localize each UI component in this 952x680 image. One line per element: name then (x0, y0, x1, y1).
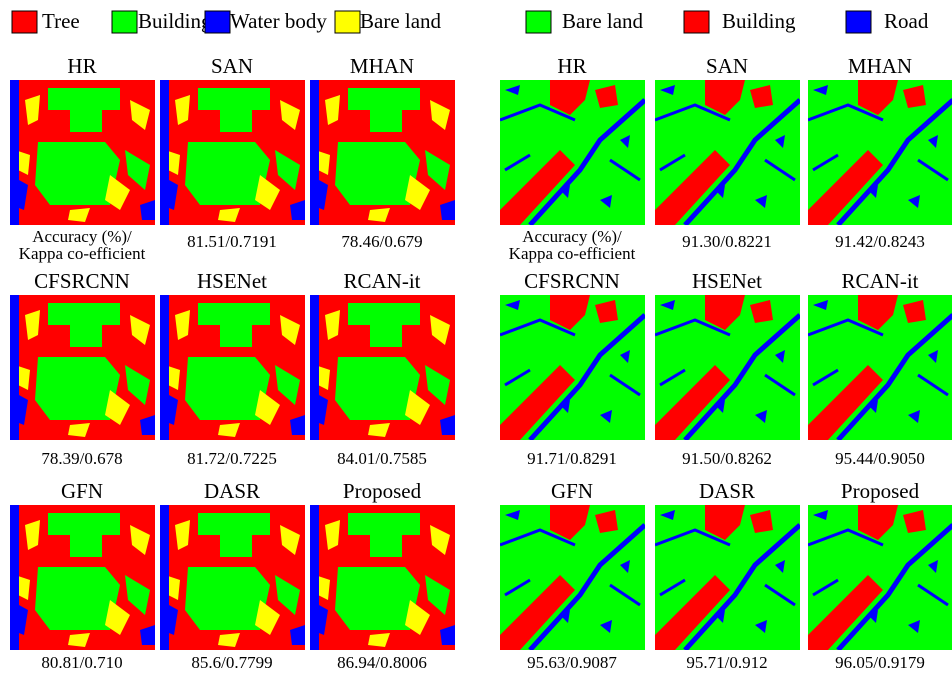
legend-swatch (526, 11, 551, 33)
classification-map (655, 80, 800, 225)
classification-map (808, 295, 952, 440)
map-region (310, 295, 319, 440)
legend-swatch (12, 11, 37, 33)
legend-swatch (684, 11, 709, 33)
panel-title: GFN (61, 479, 103, 503)
panel-caption: 91.71/0.8291 (527, 449, 617, 468)
panel-caption: 91.50/0.8262 (682, 449, 772, 468)
legend-label: Road (884, 9, 929, 33)
panel-title: SAN (706, 54, 748, 78)
legend-label: Water body (230, 9, 327, 33)
panel-caption: 96.05/0.9179 (835, 653, 925, 672)
panel-caption: Kappa co-efficient (19, 244, 146, 263)
classification-map (655, 505, 800, 650)
panel-caption: Kappa co-efficient (509, 244, 636, 263)
panel-caption: 95.44/0.9050 (835, 449, 925, 468)
panel-title: HSENet (692, 269, 762, 293)
panel-caption: 81.72/0.7225 (187, 449, 277, 468)
classification-map (310, 505, 455, 650)
legend-swatch (335, 11, 360, 33)
map-region (10, 295, 19, 440)
panel-caption: 91.30/0.8221 (682, 232, 772, 251)
classification-map (500, 505, 645, 650)
panel-title: GFN (551, 479, 593, 503)
panel-title: DASR (699, 479, 755, 503)
figure: Tree Building Water body Bare land Bare land… (0, 0, 952, 680)
map-region (310, 505, 319, 650)
panel-caption: 86.94/0.8006 (337, 653, 427, 672)
panel-title: HSENet (197, 269, 267, 293)
map-region (160, 505, 169, 650)
panel-caption: 81.51/0.7191 (187, 232, 277, 251)
panel-caption: 84.01/0.7585 (337, 449, 427, 468)
classification-map (10, 505, 155, 650)
classification-map (160, 80, 305, 225)
legend-label: Bare land (562, 9, 644, 33)
map-region (10, 505, 19, 650)
panel-caption: 91.42/0.8243 (835, 232, 925, 251)
legend-swatch (205, 11, 230, 33)
classification-map (310, 295, 455, 440)
panel-title: RCAN-it (343, 269, 420, 293)
map-region (10, 80, 19, 225)
panel-title: Proposed (343, 479, 422, 503)
panel-title: CFSRCNN (524, 269, 620, 293)
classification-map (655, 295, 800, 440)
legend-label: Building (722, 9, 796, 33)
panel-title: Proposed (841, 479, 920, 503)
classification-map (500, 295, 645, 440)
classification-map (808, 80, 952, 225)
classification-map (310, 80, 455, 225)
panel-caption: 85.6/0.7799 (191, 653, 272, 672)
panel-title: HR (557, 54, 586, 78)
panel-title: MHAN (848, 54, 912, 78)
legend-swatch (846, 11, 871, 33)
map-region (310, 80, 319, 225)
legend-label: Bare land (360, 9, 442, 33)
legend-label: Building (138, 9, 212, 33)
panel-title: RCAN-it (841, 269, 918, 293)
panel-title: SAN (211, 54, 253, 78)
classification-map (160, 505, 305, 650)
classification-map (500, 80, 645, 225)
legend-label: Tree (42, 9, 80, 33)
panel-title: CFSRCNN (34, 269, 130, 293)
map-region (160, 80, 169, 225)
panel-caption: 78.39/0.678 (41, 449, 122, 468)
panel-title: DASR (204, 479, 260, 503)
classification-map (10, 80, 155, 225)
legend-swatch (112, 11, 137, 33)
panel-caption: 80.81/0.710 (41, 653, 122, 672)
classification-map (160, 295, 305, 440)
classification-map (808, 505, 952, 650)
classification-map (10, 295, 155, 440)
panel-caption: 78.46/0.679 (341, 232, 422, 251)
map-region (160, 295, 169, 440)
panel-caption: 95.71/0.912 (686, 653, 767, 672)
panel-caption: 95.63/0.9087 (527, 653, 617, 672)
panel-title: MHAN (350, 54, 414, 78)
panel-title: HR (67, 54, 96, 78)
